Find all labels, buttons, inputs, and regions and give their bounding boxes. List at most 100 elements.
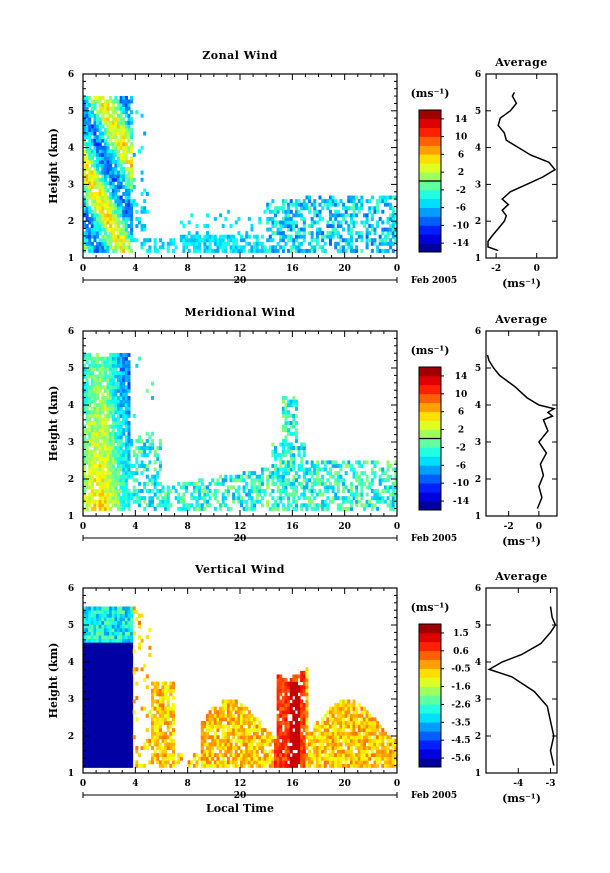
heat-cell (368, 238, 372, 243)
heat-cell (274, 245, 278, 250)
heat-cell (109, 471, 113, 476)
heat-cell (111, 421, 115, 426)
heat-cell (242, 488, 246, 493)
heat-cell (106, 681, 110, 686)
heat-cell (302, 248, 306, 253)
heat-cell (294, 209, 298, 214)
heat-cell (135, 499, 139, 504)
heat-cell (130, 720, 134, 725)
heat-cell (229, 728, 233, 733)
heat-cell (111, 378, 115, 383)
heat-cell (124, 206, 128, 211)
colorbar-segment (419, 411, 441, 421)
heat-cell (294, 753, 298, 758)
heat-cell (106, 110, 110, 115)
heat-cell (119, 688, 123, 693)
heat-cell (287, 763, 291, 768)
heat-cell (85, 142, 89, 147)
heat-cell (200, 728, 204, 733)
heat-cell (315, 231, 319, 236)
heat-cell (103, 499, 107, 504)
heat-cell (114, 753, 118, 758)
heat-cell (300, 678, 304, 683)
heat-cell (247, 474, 251, 479)
heat-cell (119, 138, 123, 143)
heat-cell (195, 248, 199, 253)
heat-cell (240, 735, 244, 740)
heat-cell (221, 731, 225, 736)
heat-cell (274, 481, 278, 486)
heat-cell (294, 435, 298, 440)
y-tick-label: 2 (68, 475, 74, 485)
heat-cell (106, 481, 110, 486)
heat-cell (289, 485, 293, 490)
heat-cell (111, 635, 115, 640)
heat-cell (344, 496, 348, 501)
heat-cell (182, 503, 186, 508)
heat-cell (130, 627, 134, 632)
heat-cell (205, 245, 209, 250)
heat-cell (224, 738, 228, 743)
heat-cell (362, 213, 366, 218)
heat-cell (83, 692, 87, 697)
heat-cell (98, 431, 102, 436)
heat-cell (98, 667, 102, 672)
heat-cell (85, 367, 89, 372)
heat-cell (271, 245, 275, 250)
heat-cell (287, 492, 291, 497)
heat-cell (287, 720, 291, 725)
heat-cell (161, 499, 165, 504)
heat-cell (124, 720, 128, 725)
heat-cell (297, 749, 301, 754)
heat-cell (292, 763, 296, 768)
heat-cell (308, 499, 312, 504)
heat-cell (132, 631, 136, 636)
heat-cell (111, 760, 115, 765)
heat-cell (391, 224, 395, 228)
heat-cell (117, 699, 121, 704)
heat-cell (221, 248, 225, 253)
heat-cell (88, 438, 92, 443)
heat-cell (98, 170, 102, 175)
heat-cell (250, 488, 254, 493)
heat-cell (106, 631, 110, 636)
heat-cell (96, 410, 100, 415)
heat-cell (294, 674, 298, 679)
heat-cell (276, 699, 280, 704)
heat-cell (117, 177, 121, 182)
heat-cell (109, 485, 113, 490)
heat-cell (122, 174, 126, 179)
heat-cell (289, 453, 293, 458)
heat-cell (101, 181, 105, 186)
heat-cell (281, 681, 285, 686)
heat-cell (98, 460, 102, 465)
heat-cell (93, 638, 97, 643)
heat-cell (300, 227, 304, 232)
heat-cell (124, 635, 128, 640)
heat-cell (297, 688, 301, 693)
heat-cell (117, 413, 121, 418)
colorbar-tick-label: 6 (458, 408, 464, 418)
heat-cell (284, 478, 288, 483)
heat-cell (378, 199, 382, 204)
heat-cell (260, 742, 264, 747)
heat-cell (90, 370, 94, 375)
heat-cell (83, 367, 87, 372)
heat-cell (260, 496, 264, 501)
heat-cell (109, 395, 113, 400)
heat-cell (124, 681, 128, 686)
heat-cell (88, 353, 92, 358)
heat-cell (111, 478, 115, 483)
heat-cell (98, 756, 102, 761)
heat-cell (310, 485, 314, 490)
heat-cell (90, 467, 94, 472)
heat-cell (140, 224, 144, 228)
heat-cell (323, 485, 327, 490)
heat-cell (114, 449, 118, 454)
heat-cell (342, 478, 346, 483)
heat-cell (124, 763, 128, 768)
heat-cell (326, 199, 330, 204)
heat-cell (103, 199, 107, 204)
heat-cell (153, 720, 157, 725)
heat-cell (122, 688, 126, 693)
